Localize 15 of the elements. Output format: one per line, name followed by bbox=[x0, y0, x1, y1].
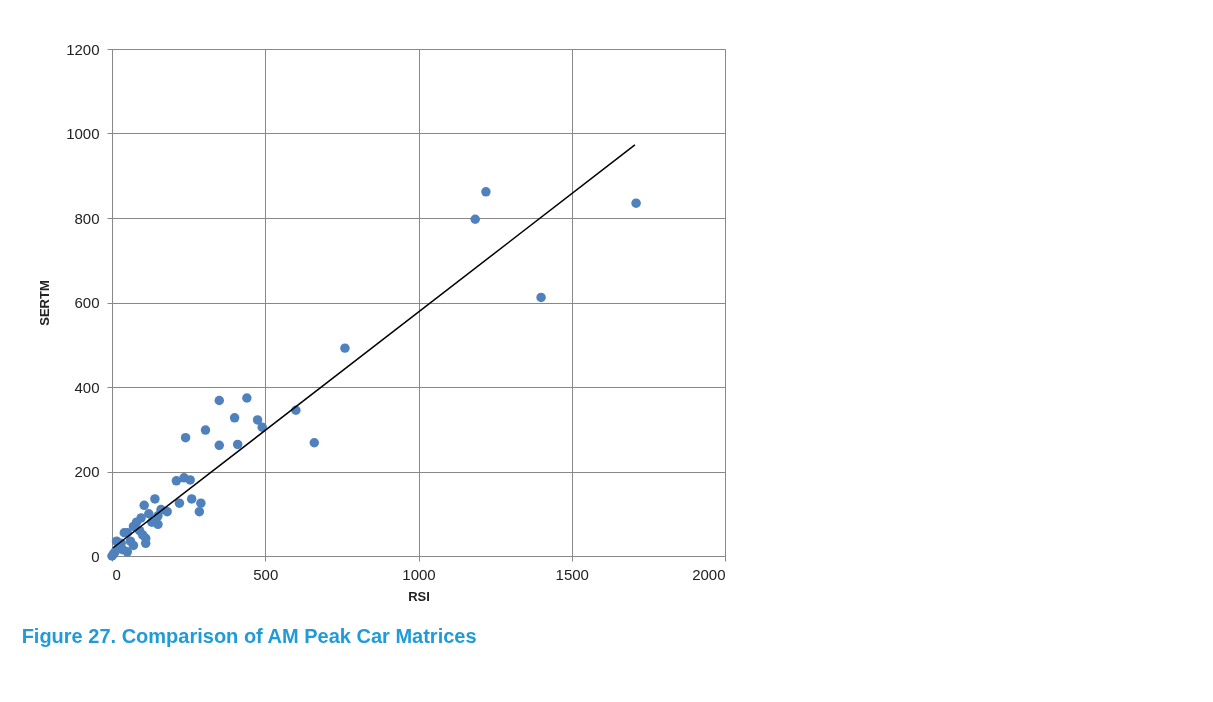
y-tick-label: 1200 bbox=[66, 40, 100, 58]
x-tick-label: 1500 bbox=[555, 565, 589, 583]
x-tick-label: 500 bbox=[253, 565, 279, 583]
x-tick-label: 1000 bbox=[402, 565, 436, 583]
x-tick-label: 0 bbox=[112, 565, 121, 583]
text: Figure 27. Comparison of AM Peak Car Matrices bbox=[21, 625, 477, 647]
y-tick-label: 600 bbox=[74, 294, 100, 311]
y-tick-label: 1000 bbox=[66, 125, 100, 142]
x-axis-title: RSI bbox=[408, 588, 430, 604]
y-tick-label: 400 bbox=[74, 378, 100, 396]
y-tick-label: 800 bbox=[74, 209, 100, 227]
y-tick-label: 200 bbox=[74, 463, 100, 480]
y-axis-title: SERTM bbox=[37, 280, 53, 326]
y-tick-label: 0 bbox=[91, 547, 100, 565]
x-tick-label: 2000 bbox=[692, 565, 726, 583]
